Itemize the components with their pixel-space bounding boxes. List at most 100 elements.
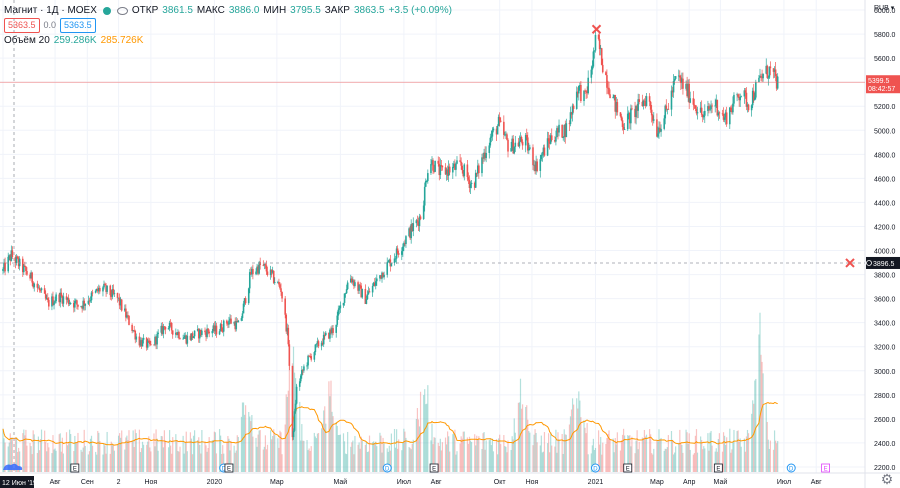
symbol-title[interactable]: Магнит · 1Д · MOEX	[4, 5, 97, 16]
volume-bar	[24, 435, 26, 472]
candle-body	[265, 265, 268, 272]
volume-bar	[140, 448, 143, 472]
volume-bar	[186, 451, 188, 472]
volume-bar	[772, 449, 775, 472]
earnings-marker	[429, 463, 439, 473]
gear-icon[interactable]: ⚙	[880, 471, 894, 487]
volume-bar	[237, 436, 239, 472]
volume-bar	[490, 445, 492, 472]
volume-bar	[536, 442, 538, 472]
volume-bar	[193, 430, 196, 472]
volume-bar	[475, 445, 477, 472]
candle-body	[364, 288, 367, 304]
volume-bar	[645, 434, 648, 472]
candle-body	[400, 251, 403, 255]
candle-body	[132, 330, 134, 332]
volume-bar	[460, 436, 462, 472]
candle-body	[191, 333, 194, 338]
candle-body	[154, 336, 156, 345]
volume-bar	[175, 434, 177, 472]
volume-bar	[731, 449, 733, 472]
candle-body	[153, 344, 155, 346]
volume-bar	[556, 452, 558, 472]
candle-body	[388, 259, 391, 262]
volume-bar	[519, 378, 522, 472]
volume-bar	[666, 447, 668, 472]
candle-body	[656, 119, 658, 137]
volume-bar	[739, 438, 741, 472]
candle-body	[303, 366, 305, 371]
volume-bar	[336, 425, 338, 472]
volume-bar	[350, 446, 352, 472]
candle-body	[418, 216, 421, 227]
volume-bar	[470, 441, 473, 472]
volume-bar	[376, 446, 378, 472]
volume-bar	[167, 447, 170, 472]
buy-price-button[interactable]: 5363.5	[60, 18, 96, 33]
volume-bar	[273, 429, 275, 472]
candle-body	[510, 148, 512, 152]
currency-label[interactable]: RUB ▾	[874, 5, 895, 12]
candle-body	[262, 264, 265, 266]
volume-bar	[447, 431, 449, 472]
candle-body	[284, 298, 286, 315]
candle-body	[259, 262, 261, 265]
volume-bar	[53, 449, 55, 472]
volume-bar	[651, 453, 653, 472]
volume-bar	[343, 441, 346, 472]
eye-icon[interactable]	[116, 6, 128, 15]
candle-body	[564, 125, 567, 138]
volume-bar	[510, 449, 512, 472]
candle-body	[609, 94, 611, 99]
earnings-marker	[70, 463, 80, 473]
volume-bar	[573, 404, 575, 472]
candle-body	[520, 137, 523, 142]
dividend-marker-label: D	[789, 467, 794, 473]
candle-body	[636, 105, 638, 111]
candle-body	[185, 335, 188, 344]
candle-body	[170, 322, 173, 331]
volume-bar	[208, 437, 210, 472]
candle-body	[535, 161, 537, 172]
crosshair-remove-icon[interactable]	[845, 258, 855, 268]
volume-bar	[431, 423, 433, 472]
candle-body	[731, 110, 733, 113]
candle-body	[226, 320, 228, 324]
volume-bar	[77, 432, 79, 472]
volume-bar	[711, 445, 713, 472]
volume-bar	[514, 432, 516, 472]
volume-legend-label[interactable]: Объём 20	[4, 35, 50, 46]
volume-bar	[294, 378, 297, 472]
candle-body	[541, 154, 544, 156]
candle-body	[568, 123, 571, 125]
volume-bar	[389, 450, 391, 472]
volume-bar	[278, 447, 280, 472]
plus-icon[interactable]	[866, 260, 872, 266]
volume-bar	[689, 449, 691, 472]
volume-bar	[296, 385, 298, 472]
volume-bar	[52, 435, 54, 472]
candle-body	[339, 305, 342, 309]
candle-body	[470, 182, 473, 184]
candle-body	[227, 323, 229, 325]
candle-body	[76, 300, 78, 305]
candle-body	[271, 270, 274, 273]
candle-body	[73, 303, 75, 308]
sell-price-button[interactable]: 5363.5	[4, 18, 40, 33]
candle-body	[118, 297, 121, 306]
candle-body	[563, 125, 566, 138]
volume-bar	[8, 442, 10, 472]
candle-body	[519, 137, 522, 142]
volume-bar	[644, 436, 647, 472]
time-tick-label: Авг	[811, 479, 822, 486]
candle-body	[103, 283, 105, 288]
volume-bar	[597, 430, 600, 472]
candle-body	[286, 327, 289, 332]
volume-bar	[39, 439, 42, 472]
volume-bar	[601, 454, 603, 472]
volume-bar	[45, 442, 47, 472]
candle-body	[96, 288, 99, 292]
candle-body	[182, 338, 184, 340]
